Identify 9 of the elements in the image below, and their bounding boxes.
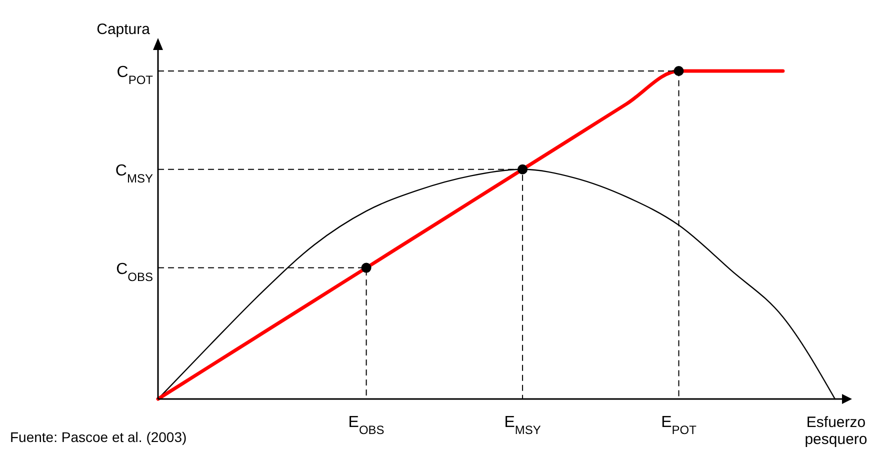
x-axis-title: Esfuerzo pesquero [804,414,868,448]
text: C$_{OBS}$ [116,260,153,284]
text: C$_{POT}$ [116,64,154,87]
text: C$_{MSY}$ [115,162,153,186]
source-note: Fuente: Pascoe et al. (2003) [10,429,187,445]
x-tick-label: E$_{MSY}$ [504,414,541,437]
x-tick-label: E$_{OBS}$ [348,414,384,437]
y-axis-title: Captura [96,21,151,38]
x-tick-label: E$_{POT}$ [661,414,698,437]
